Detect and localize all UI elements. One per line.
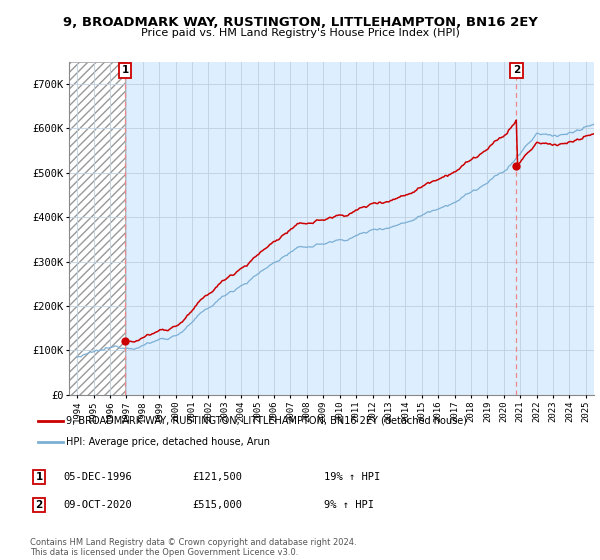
- Text: 9% ↑ HPI: 9% ↑ HPI: [324, 500, 374, 510]
- Text: 1: 1: [35, 472, 43, 482]
- Text: 05-DEC-1996: 05-DEC-1996: [63, 472, 132, 482]
- Text: £515,000: £515,000: [192, 500, 242, 510]
- Text: 2: 2: [513, 66, 520, 76]
- Text: 09-OCT-2020: 09-OCT-2020: [63, 500, 132, 510]
- Text: 19% ↑ HPI: 19% ↑ HPI: [324, 472, 380, 482]
- Text: 2: 2: [35, 500, 43, 510]
- Text: HPI: Average price, detached house, Arun: HPI: Average price, detached house, Arun: [66, 437, 270, 446]
- Text: 9, BROADMARK WAY, RUSTINGTON, LITTLEHAMPTON, BN16 2EY (detached house): 9, BROADMARK WAY, RUSTINGTON, LITTLEHAMP…: [66, 416, 467, 426]
- Text: Price paid vs. HM Land Registry's House Price Index (HPI): Price paid vs. HM Land Registry's House …: [140, 28, 460, 38]
- Text: £121,500: £121,500: [192, 472, 242, 482]
- Text: 9, BROADMARK WAY, RUSTINGTON, LITTLEHAMPTON, BN16 2EY: 9, BROADMARK WAY, RUSTINGTON, LITTLEHAMP…: [62, 16, 538, 29]
- Bar: [69, 62, 125, 395]
- Text: 1: 1: [121, 66, 129, 76]
- Bar: [69, 62, 125, 395]
- Text: Contains HM Land Registry data © Crown copyright and database right 2024.
This d: Contains HM Land Registry data © Crown c…: [30, 538, 356, 557]
